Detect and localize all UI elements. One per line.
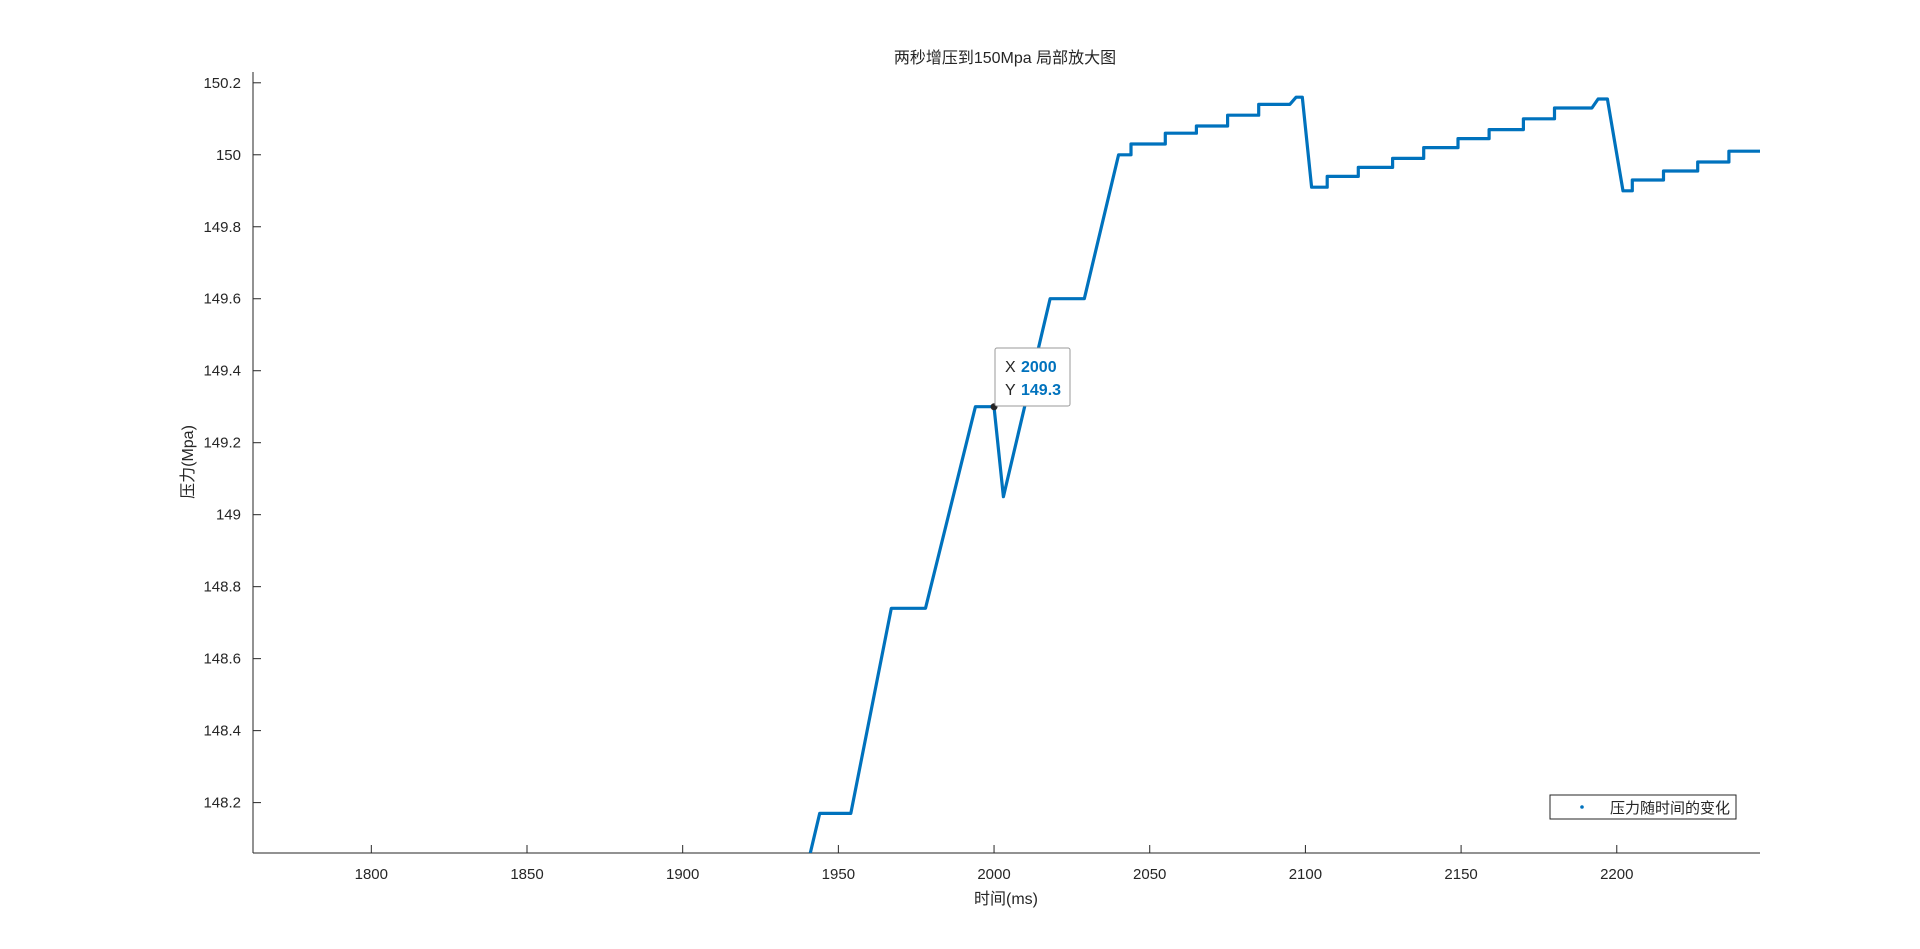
y-tick-label: 149.2	[203, 435, 241, 452]
y-tick-label: 149.6	[203, 291, 241, 308]
data-tip[interactable]: X 2000 Y 149.3	[990, 347, 1071, 411]
legend-marker	[1580, 805, 1584, 809]
data-tip-x-label: X	[1005, 359, 1016, 376]
y-tick-label: 148.8	[203, 579, 241, 596]
legend[interactable]: 压力随时间的变化	[1549, 794, 1737, 820]
x-tick-label: 2050	[1133, 866, 1166, 883]
y-axis-label: 压力(Mpa)	[179, 425, 197, 499]
y-tick-label: 148.4	[203, 723, 241, 740]
x-tick-label: 2200	[1600, 866, 1633, 883]
y-tick-label: 148.6	[203, 651, 241, 668]
x-tick-label: 1950	[822, 866, 855, 883]
legend-entry-label: 压力随时间的变化	[1610, 800, 1730, 817]
series-line	[808, 95, 1760, 853]
chart-title: 两秒增压到150Mpa 局部放大图	[894, 49, 1116, 67]
y-tick-label: 149	[216, 507, 241, 524]
data-tip-x-value: 2000	[1021, 359, 1057, 376]
data-tip-box	[994, 347, 1071, 407]
x-tick-label: 1800	[355, 866, 388, 883]
x-tick-label: 1900	[666, 866, 699, 883]
x-tick-label: 2100	[1289, 866, 1322, 883]
data-tip-y-label: Y	[1005, 382, 1016, 399]
x-tick-label: 2150	[1444, 866, 1477, 883]
y-tick-label: 148.2	[203, 795, 241, 812]
x-axis-label: 时间(ms)	[974, 890, 1038, 908]
y-ticks: 148.2 148.4 148.6 148.8 149 149.2 149.4 149.6 14…	[203, 75, 261, 812]
x-ticks: 1800 1850 1900 1950 2000 2050 2100 2150 2200	[355, 845, 1633, 883]
x-tick-label: 1850	[510, 866, 543, 883]
y-tick-label: 149.4	[203, 363, 241, 380]
y-tick-label: 149.8	[203, 219, 241, 236]
y-tick-label: 150.2	[203, 75, 241, 92]
series-group	[808, 95, 1760, 853]
y-tick-label: 150	[216, 147, 241, 164]
x-tick-label: 2000	[977, 866, 1010, 883]
data-tip-y-value: 149.3	[1021, 382, 1061, 399]
